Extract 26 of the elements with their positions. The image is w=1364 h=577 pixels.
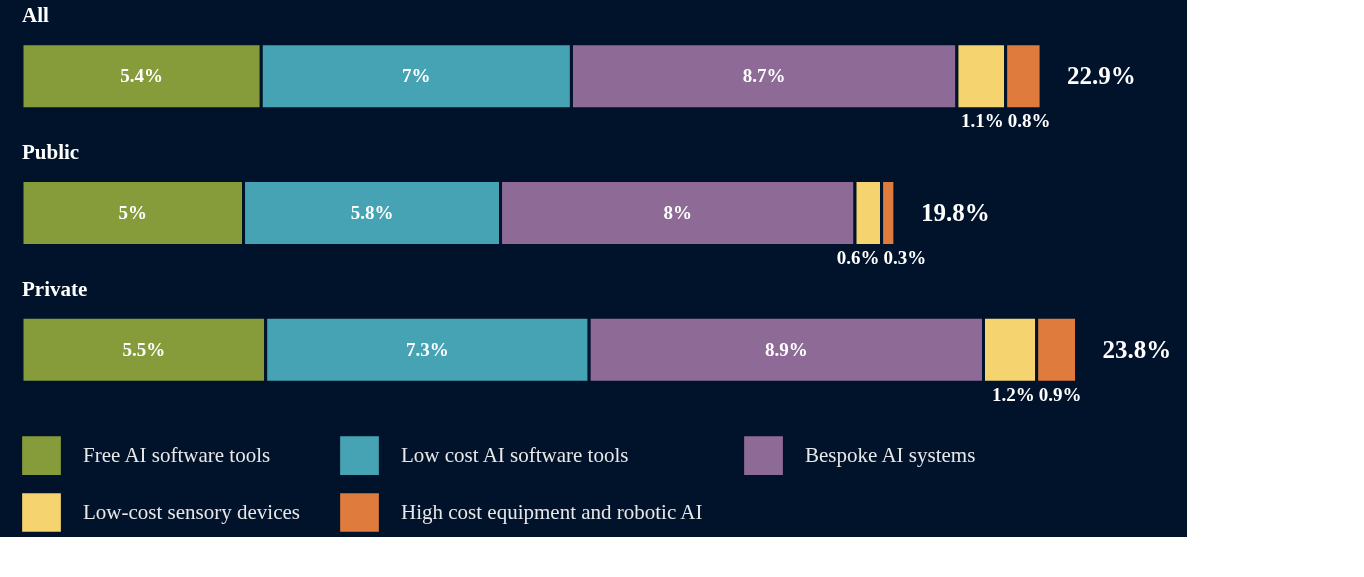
data-label: 0.9% <box>1038 383 1082 405</box>
y-tick-label: Public <box>22 140 80 164</box>
data-label: 7.3% <box>406 338 449 360</box>
y-tick-label: Private <box>22 276 88 301</box>
data-label: 5.5% <box>122 338 166 360</box>
legend-label: Bespoke AI systems <box>805 442 976 467</box>
total-label: 19.8% <box>920 199 990 226</box>
legend-label: High cost equipment and robotic AI <box>401 499 703 524</box>
data-label: 7% <box>402 65 431 87</box>
data-label: 1.2% <box>991 383 1035 405</box>
y-tick-label: All <box>22 3 49 28</box>
data-label: 5.4% <box>120 65 164 87</box>
data-label: 0.8% <box>1007 110 1051 132</box>
data-label: 0.3% <box>883 247 927 268</box>
total-label: 22.9% <box>1067 62 1136 90</box>
data-label: 8% <box>663 202 693 223</box>
data-label: 5.8% <box>350 202 394 223</box>
data-label: 8.9% <box>764 338 808 360</box>
data-label: 8.7% <box>742 65 786 87</box>
legend-label: Free AI software tools <box>83 442 271 467</box>
legend-label: Low-cost sensory devices <box>83 499 300 524</box>
data-label: 1.1% <box>960 110 1004 132</box>
legend-label: Low cost AI software tools <box>401 442 629 467</box>
total-label: 23.8% <box>1102 335 1172 363</box>
data-label: 5% <box>118 202 148 223</box>
data-label: 0.6% <box>836 247 880 268</box>
